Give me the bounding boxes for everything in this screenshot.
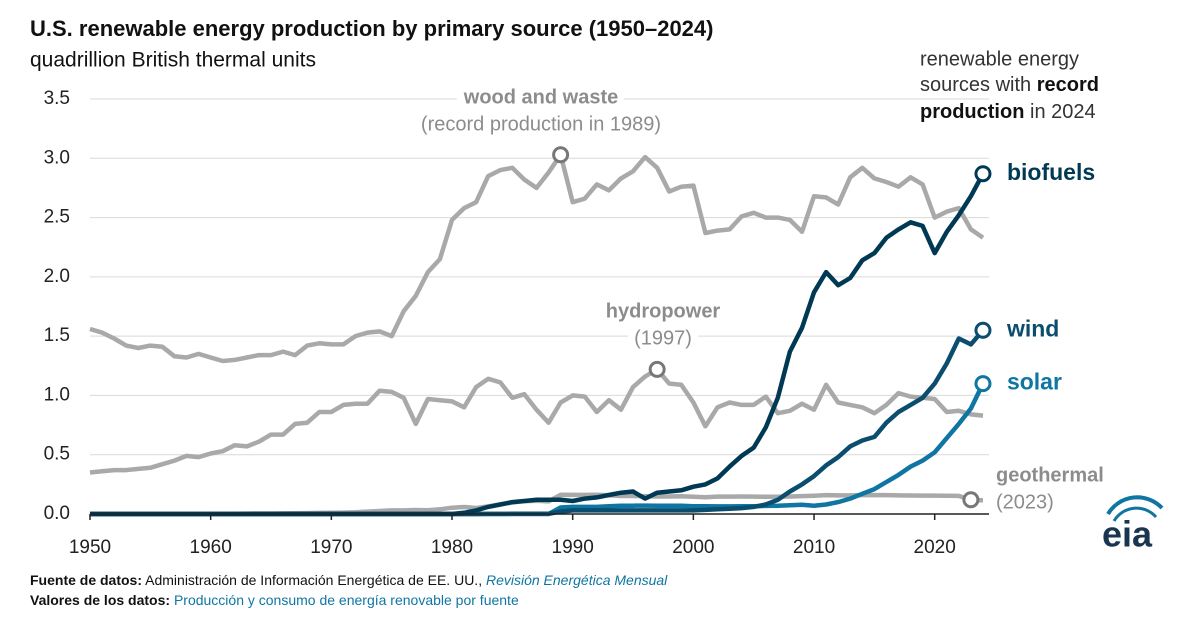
note-bold: production <box>920 101 1024 123</box>
note-text: sources with <box>920 74 1031 96</box>
y-tick-label: 3.0 <box>44 147 70 168</box>
label-back <box>1000 366 1068 397</box>
label-back <box>990 489 1060 516</box>
label-back <box>414 111 668 138</box>
series-annotation: (record production in 1989) <box>421 113 661 135</box>
series-line <box>89 367 984 475</box>
x-tick-label: 1960 <box>190 537 232 558</box>
footer-values: Valores de los datos: Producción y consu… <box>30 592 519 608</box>
series-line <box>89 152 985 364</box>
logo-arc <box>1112 506 1158 522</box>
series-label: wood and waste <box>463 86 618 108</box>
y-tick-label: 0.5 <box>44 444 70 465</box>
x-tick-label: 2020 <box>914 537 956 558</box>
y-tick-label: 0.0 <box>44 503 70 524</box>
note-line: renewable energy <box>920 48 1079 70</box>
x-tick-label: 1970 <box>310 537 352 558</box>
note-line: sources with record <box>920 74 1099 96</box>
label-back <box>999 313 1066 344</box>
record-marker <box>974 165 992 183</box>
annotation-backs <box>414 84 1110 516</box>
record-marker <box>962 491 980 509</box>
logo-arc <box>1106 495 1164 516</box>
x-tick-label: 1950 <box>69 537 111 558</box>
x-tick-label: 1980 <box>431 537 473 558</box>
labels: wood and waste (record production in 1989… <box>421 86 1104 513</box>
series-line <box>90 328 985 517</box>
footer-label: Valores de los datos: <box>30 592 170 608</box>
x-tick-label: 2000 <box>672 537 714 558</box>
record-marker <box>974 375 992 393</box>
x-tick-label: 2010 <box>793 537 835 558</box>
label-back <box>456 84 625 111</box>
logo-text: eia <box>1102 514 1153 555</box>
record-marker <box>552 146 570 164</box>
note-bold: record <box>1037 74 1099 96</box>
footer-source: Fuente de datos: Administración de Infor… <box>30 572 668 588</box>
chart-subtitle: quadrillion British thermal units <box>30 49 316 72</box>
y-tick-label: 2.5 <box>44 207 70 228</box>
series-label: wind <box>1006 315 1059 341</box>
label-back <box>628 325 698 352</box>
record-marker <box>974 321 992 339</box>
series-line <box>90 172 985 517</box>
footer-text: Administración de Información Energética… <box>145 572 482 588</box>
y-tick-label: 1.0 <box>44 384 70 405</box>
footer-link[interactable]: Revisión Energética Mensual <box>486 572 668 588</box>
x-tick-label: 1990 <box>552 537 594 558</box>
lines <box>89 152 986 517</box>
record-marker <box>648 360 666 378</box>
series-annotation: (2023) <box>996 491 1054 513</box>
series-annotation: (1997) <box>634 327 692 349</box>
y-tick-label: 2.0 <box>44 266 70 287</box>
logo: eia <box>1102 495 1164 555</box>
note: renewable energy sources with record pro… <box>920 48 1099 123</box>
footer-label: Fuente de datos: <box>30 572 142 588</box>
series-label: solar <box>1007 369 1062 395</box>
series-label: hydropower <box>606 300 721 322</box>
label-back <box>599 298 727 325</box>
series-label: biofuels <box>1007 159 1095 185</box>
note-text: in 2024 <box>1030 101 1096 123</box>
chart-title: U.S. renewable energy production by prim… <box>30 16 713 41</box>
label-back <box>990 462 1110 489</box>
note-line: production in 2024 <box>920 101 1096 123</box>
footer-link[interactable]: Producción y consumo de energía renovabl… <box>174 592 519 608</box>
series-label: geothermal <box>996 464 1104 486</box>
y-tick-label: 1.5 <box>44 325 70 346</box>
y-tick-label: 3.5 <box>44 88 70 109</box>
grid <box>90 98 989 456</box>
label-back <box>1000 156 1102 187</box>
